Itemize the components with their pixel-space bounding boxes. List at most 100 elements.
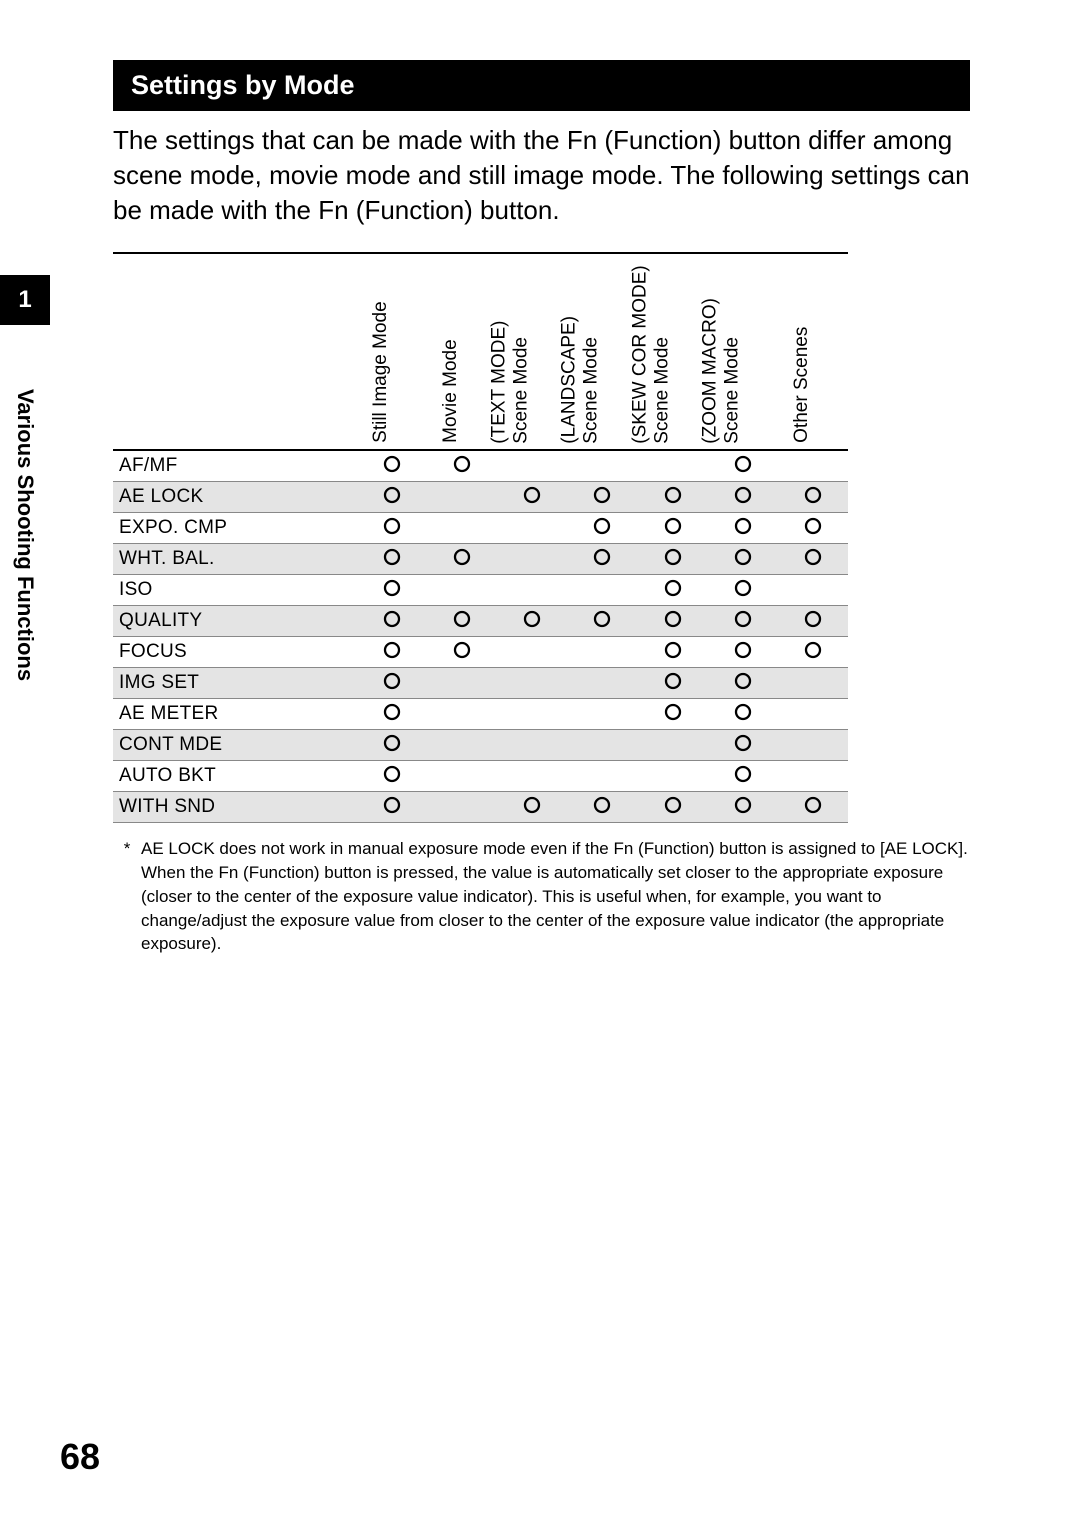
side-tab: 1 Various Shooting Functions — [0, 275, 50, 835]
circle-mark-icon — [804, 610, 822, 628]
mark-cell — [708, 606, 778, 637]
mark-cell — [427, 606, 497, 637]
mark-cell — [708, 513, 778, 544]
mark-cell — [567, 575, 637, 606]
mark-cell — [497, 544, 567, 575]
mark-cell — [708, 668, 778, 699]
mark-cell — [357, 544, 427, 575]
mark-cell — [427, 544, 497, 575]
mode-header: Still Image Mode — [357, 253, 427, 450]
mark-cell — [427, 450, 497, 482]
circle-mark-icon — [383, 517, 401, 535]
mark-cell — [427, 482, 497, 513]
mark-cell — [497, 482, 567, 513]
circle-mark-icon — [734, 548, 752, 566]
mode-header: (TEXT MODE)Scene Mode — [497, 253, 567, 450]
circle-mark-icon — [734, 455, 752, 473]
mark-cell — [708, 482, 778, 513]
circle-mark-icon — [383, 548, 401, 566]
mark-cell — [497, 513, 567, 544]
row-label: EXPO. CMP — [113, 513, 357, 544]
circle-mark-icon — [453, 641, 471, 659]
chapter-number-box: 1 — [0, 275, 50, 325]
mode-header-label: (LANDSCAPE)Scene Mode — [559, 316, 603, 444]
table-row: AE METER — [113, 699, 848, 730]
row-label: QUALITY — [113, 606, 357, 637]
chapter-title-text: Various Shooting Functions — [12, 389, 38, 681]
circle-mark-icon — [664, 703, 682, 721]
circle-mark-icon — [523, 610, 541, 628]
circle-mark-icon — [593, 486, 611, 504]
circle-mark-icon — [664, 672, 682, 690]
chapter-number: 1 — [18, 286, 31, 314]
circle-mark-icon — [453, 610, 471, 628]
row-label: AE LOCK — [113, 482, 357, 513]
mark-cell — [427, 730, 497, 761]
mark-cell — [778, 761, 848, 792]
circle-mark-icon — [383, 734, 401, 752]
mode-header: (SKEW COR MODE)Scene Mode — [637, 253, 707, 450]
row-label: AF/MF — [113, 450, 357, 482]
circle-mark-icon — [383, 703, 401, 721]
mark-cell — [708, 450, 778, 482]
mark-cell — [567, 730, 637, 761]
mark-cell — [357, 730, 427, 761]
mark-cell — [637, 544, 707, 575]
manual-page: 1 Various Shooting Functions Settings by… — [0, 0, 1080, 1528]
mark-cell — [637, 730, 707, 761]
settings-table-wrap: Still Image Mode Movie Mode (TEXT MODE)Sce… — [113, 252, 970, 823]
mark-cell — [637, 761, 707, 792]
circle-mark-icon — [523, 486, 541, 504]
circle-mark-icon — [383, 579, 401, 597]
mark-cell — [708, 699, 778, 730]
mark-cell — [427, 792, 497, 823]
mark-cell — [637, 637, 707, 668]
table-row: AE LOCK — [113, 482, 848, 513]
circle-mark-icon — [734, 734, 752, 752]
mark-cell — [778, 482, 848, 513]
circle-mark-icon — [734, 765, 752, 783]
settings-table: Still Image Mode Movie Mode (TEXT MODE)Sce… — [113, 252, 848, 823]
mark-cell — [778, 637, 848, 668]
mark-cell — [708, 761, 778, 792]
mode-header-label: Other Scenes — [791, 327, 813, 443]
circle-mark-icon — [523, 796, 541, 814]
mark-cell — [708, 730, 778, 761]
circle-mark-icon — [383, 765, 401, 783]
mark-cell — [357, 761, 427, 792]
section-title: Settings by Mode — [131, 70, 355, 100]
circle-mark-icon — [734, 703, 752, 721]
row-label: IMG SET — [113, 668, 357, 699]
mark-cell — [567, 450, 637, 482]
mark-cell — [357, 482, 427, 513]
intro-paragraph: The settings that can be made with the F… — [113, 123, 970, 228]
table-row: CONT MDE — [113, 730, 848, 761]
mark-cell — [357, 575, 427, 606]
mark-cell — [567, 606, 637, 637]
mode-header-label: Movie Mode — [440, 340, 462, 444]
section-title-bar: Settings by Mode — [113, 60, 970, 111]
table-header-empty — [113, 253, 357, 450]
circle-mark-icon — [804, 796, 822, 814]
circle-mark-icon — [664, 796, 682, 814]
mode-header-label: (ZOOM MACRO)Scene Mode — [699, 298, 743, 444]
mark-cell — [708, 637, 778, 668]
mark-cell — [357, 513, 427, 544]
mode-header: Other Scenes — [778, 253, 848, 450]
mode-header: (LANDSCAPE)Scene Mode — [567, 253, 637, 450]
circle-mark-icon — [804, 548, 822, 566]
circle-mark-icon — [383, 641, 401, 659]
circle-mark-icon — [453, 548, 471, 566]
mark-cell — [708, 792, 778, 823]
row-label: ISO — [113, 575, 357, 606]
circle-mark-icon — [664, 486, 682, 504]
mark-cell — [357, 606, 427, 637]
circle-mark-icon — [734, 641, 752, 659]
mark-cell — [427, 637, 497, 668]
circle-mark-icon — [593, 796, 611, 814]
row-label: CONT MDE — [113, 730, 357, 761]
mark-cell — [708, 544, 778, 575]
circle-mark-icon — [593, 548, 611, 566]
row-label: FOCUS — [113, 637, 357, 668]
circle-mark-icon — [734, 486, 752, 504]
